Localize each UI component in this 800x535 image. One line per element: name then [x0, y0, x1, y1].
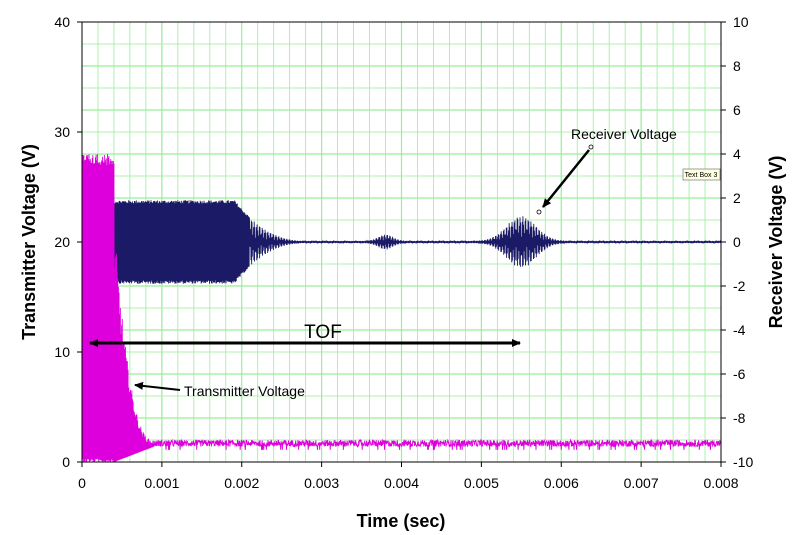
x-tick-label: 0.001: [144, 475, 179, 491]
x-tick-label: 0.002: [224, 475, 259, 491]
y-left-tick-label: 30: [54, 124, 70, 140]
y-left-axis-title: Transmitter Voltage (V): [19, 144, 39, 340]
transmitter-voltage-arrow: [134, 381, 181, 391]
y-right-tick-label: 8: [733, 58, 741, 74]
y-right-tick-label: -2: [733, 278, 746, 294]
y-left-tick-label: 40: [54, 14, 70, 30]
svg-text:Text Box 3: Text Box 3: [685, 172, 718, 179]
y-right-tick-label: 4: [733, 146, 741, 162]
receiver-arrow-handle-end: [536, 209, 542, 215]
receiver-voltage-label: Receiver Voltage: [571, 126, 677, 142]
x-tick-label: 0.006: [544, 475, 579, 491]
text-box-3-tooltip: Text Box 3: [682, 168, 721, 181]
y-right-tick-label: -8: [733, 410, 746, 426]
y-right-tick-label: -4: [733, 322, 746, 338]
receiver-voltage-arrow: [542, 149, 590, 208]
y-right-tick-label: 10: [733, 14, 749, 30]
x-tick-label: 0: [78, 475, 86, 491]
y-left-tick-label: 10: [54, 344, 70, 360]
transmitter-voltage-label: Transmitter Voltage: [184, 383, 305, 399]
series-layer: [81, 154, 722, 463]
y-right-tick-label: -10: [733, 454, 753, 470]
ticks: 0 0.001 0.002 0.003 0.004 0.005 0.006 0.007 0.00…: [54, 14, 753, 491]
y-left-tick-label: 20: [54, 234, 70, 250]
y-right-tick-label: 6: [733, 102, 741, 118]
series-transmitter-voltage: [81, 154, 722, 463]
y-right-axis-title: Receiver Voltage (V): [766, 156, 786, 329]
x-tick-label: 0.003: [304, 475, 339, 491]
x-tick-label: 0.004: [384, 475, 419, 491]
y-right-tick-label: 2: [733, 190, 741, 206]
y-left-tick-label: 0: [62, 454, 70, 470]
series-receiver-voltage: [81, 200, 722, 284]
x-tick-label: 0.007: [624, 475, 659, 491]
x-tick-label: 0.008: [703, 475, 738, 491]
y-right-tick-label: -6: [733, 366, 746, 382]
receiver-arrow-handle-start: [588, 144, 594, 150]
x-tick-label: 0.005: [464, 475, 499, 491]
y-right-tick-label: 0: [733, 234, 741, 250]
tof-label: TOF: [304, 322, 342, 343]
x-axis-title: Time (sec): [357, 511, 446, 531]
